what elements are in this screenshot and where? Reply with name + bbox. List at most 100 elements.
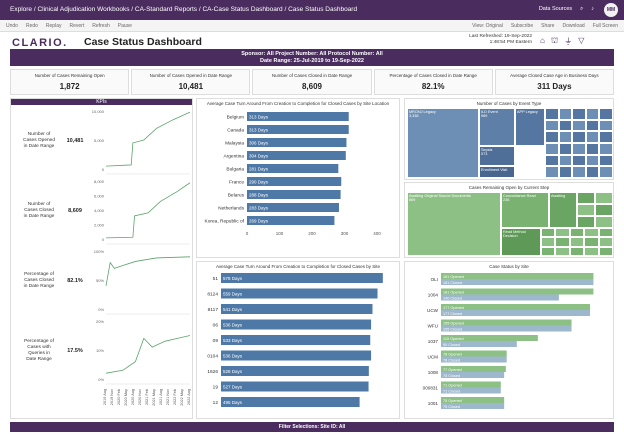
treemap-cell[interactable] [584,228,599,238]
treemap-cell[interactable] [598,228,613,238]
treemap-cell[interactable] [599,166,613,178]
treemap-cell[interactable] [541,237,556,247]
subscribe-button[interactable]: Subscribe [510,23,534,29]
bar[interactable] [247,112,349,121]
treemap-cell[interactable] [572,108,586,120]
filter-icon[interactable]: ⏚ [564,37,573,46]
bar-closed[interactable] [441,325,572,332]
treemap-cell[interactable] [577,204,595,216]
treemap-cell[interactable] [555,237,570,247]
pause-button[interactable]: Pause [117,23,132,29]
treemap-cell[interactable] [545,143,559,155]
bar[interactable] [221,350,372,361]
treemap-cell[interactable] [584,246,599,256]
bar[interactable] [247,151,346,160]
treemap-cell[interactable] [595,216,613,228]
bar[interactable] [247,177,342,186]
revert-button[interactable]: Revert [69,23,85,29]
treemap-cell[interactable]: Sepsis 573 [479,146,515,166]
treemap-cell[interactable] [555,228,570,238]
treemap-cell[interactable]: Awaiting Original Source Documents 869 [407,192,501,256]
treemap-cell[interactable] [598,246,613,256]
trend-line[interactable] [105,335,191,374]
bar-closed[interactable] [441,279,594,285]
breadcrumb[interactable]: Explore / Clinical Adjudication Workbook… [10,6,358,13]
replay-button[interactable]: Replay [45,23,62,29]
bar-closed[interactable] [441,403,505,409]
bar-closed[interactable] [441,372,505,378]
treemap-cell[interactable] [572,143,586,155]
view-original-button[interactable]: View: Original [472,23,503,29]
treemap-cell[interactable] [585,119,600,132]
treemap-cell[interactable] [599,119,613,132]
treemap-cell[interactable] [599,143,613,155]
funnel-icon[interactable]: ▽ [578,36,585,45]
treemap-cell[interactable] [599,108,613,120]
bar[interactable] [221,366,369,376]
treemap-cell[interactable] [545,166,559,178]
treemap-cell[interactable] [572,154,586,167]
treemap-cell[interactable] [569,228,585,238]
treemap-cell[interactable] [595,192,613,204]
bar-closed[interactable] [441,294,559,301]
treemap-cell[interactable] [585,108,600,120]
bar-opened[interactable] [441,366,506,372]
refresh-button[interactable]: Refresh [92,23,110,29]
treemap-cell[interactable]: Enrollment Visit [479,166,515,178]
treemap-cell[interactable] [558,154,573,167]
treemap-cell[interactable] [545,108,559,120]
treemap-cell[interactable] [572,131,586,143]
treemap-cell[interactable]: Read Method Decision [501,228,541,256]
bar-opened[interactable] [441,381,501,388]
full-screen-button[interactable]: Full Screen [592,23,618,29]
bar[interactable] [247,125,349,134]
bar[interactable] [247,203,339,212]
home-icon[interactable]: ⌂ [540,36,545,45]
treemap-cell[interactable] [572,119,586,132]
bar-opened[interactable] [441,273,594,279]
bar-opened[interactable] [441,304,591,310]
bar-opened[interactable] [441,319,572,326]
treemap-cell[interactable]: Concordance Read 236 [501,192,549,228]
treemap-cell[interactable]: APP Legacy [515,108,545,146]
treemap-cell[interactable] [558,119,573,132]
trend-line[interactable] [105,111,191,167]
bar[interactable] [247,216,335,225]
treemap-cell[interactable]: Awaiting [549,192,577,228]
treemap-cell[interactable] [541,228,556,238]
treemap-cell[interactable] [599,154,613,167]
treemap-cell[interactable] [577,216,595,228]
search-icon[interactable]: ⌕ [580,6,584,12]
bar-closed[interactable] [441,356,507,363]
treemap-cell[interactable] [598,237,613,247]
treemap-cell[interactable] [585,143,600,155]
treemap-cell[interactable] [555,246,570,256]
bar[interactable] [221,319,372,330]
bell-icon[interactable]: ♪ [591,6,594,12]
treemap-cell[interactable] [558,166,573,178]
bar-closed[interactable] [441,341,517,347]
bar[interactable] [221,304,373,314]
bar[interactable] [247,190,341,199]
treemap-cell[interactable] [577,192,595,204]
treemap-cell[interactable] [584,237,599,247]
treemap-cell[interactable] [585,166,600,178]
bar-closed[interactable] [441,387,501,394]
treemap-cell[interactable] [545,119,559,132]
avatar[interactable]: MM [604,3,618,17]
treemap-cell[interactable]: ILD Event 989 [479,108,515,146]
treemap-cell[interactable] [558,108,573,120]
trend-line[interactable] [105,182,191,239]
treemap-cell[interactable] [558,131,573,143]
treemap-cell[interactable] [572,166,586,178]
bar[interactable] [221,288,378,299]
undo-button[interactable]: Undo [6,23,18,29]
treemap-cell[interactable] [558,143,573,155]
data-sources-link[interactable]: Data Sources [538,6,573,12]
treemap-cell[interactable] [545,131,559,143]
treemap-cell[interactable] [585,154,600,167]
bar[interactable] [247,138,347,147]
bar[interactable] [221,335,371,345]
bar[interactable] [247,164,339,173]
treemap-cell[interactable] [545,154,559,167]
